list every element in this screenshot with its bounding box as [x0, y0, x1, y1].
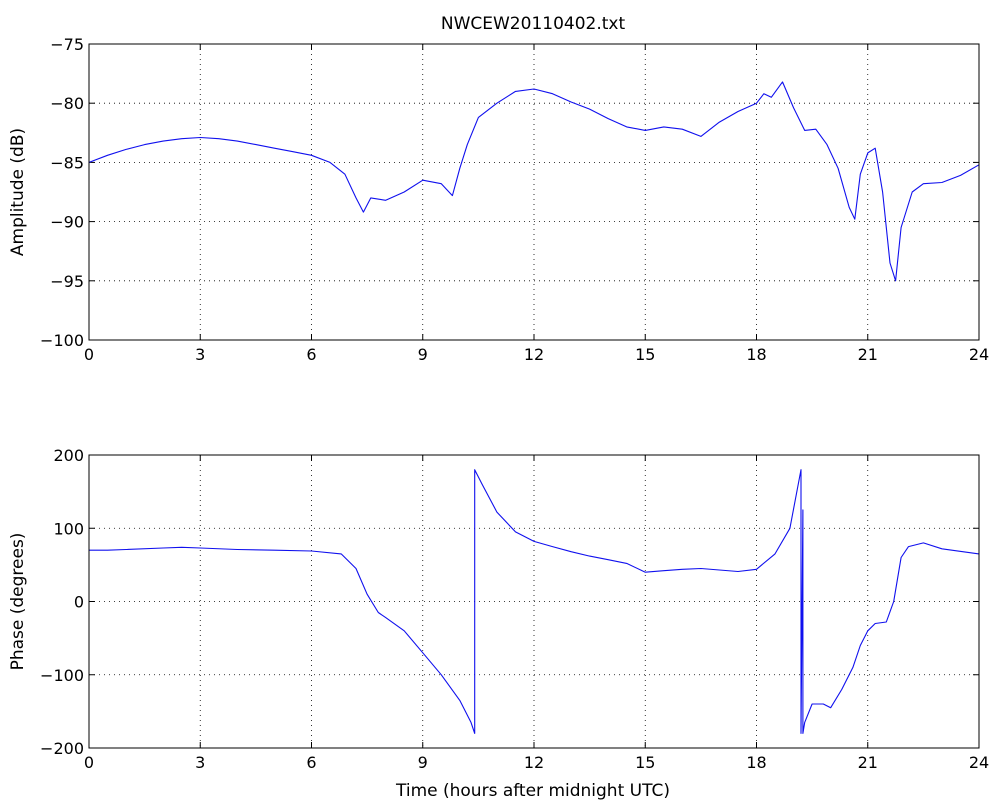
y-tick-label: −75 — [50, 35, 84, 54]
x-tick-label: 12 — [524, 753, 544, 772]
x-tick-label: 6 — [306, 345, 316, 364]
y-tick-label: −80 — [50, 94, 84, 113]
y-tick-label: −100 — [40, 666, 84, 685]
y-tick-label: 200 — [53, 446, 84, 465]
x-tick-label: 18 — [746, 753, 766, 772]
series-line-0 — [89, 469, 980, 734]
x-tick-label: 3 — [195, 753, 205, 772]
x-tick-label: 18 — [746, 345, 766, 364]
y-tick-label: −95 — [50, 272, 84, 291]
chart-title: NWCEW20110402.txt — [441, 14, 626, 34]
y-axis-label: Amplitude (dB) — [8, 128, 28, 256]
x-tick-label: 9 — [418, 753, 428, 772]
series-line-0 — [88, 81, 980, 282]
axes-frame — [88, 43, 980, 341]
x-tick-label: 0 — [84, 345, 94, 364]
y-tick-label: 100 — [53, 519, 84, 538]
x-tick-label: 3 — [195, 345, 205, 364]
y-tick-label: 0 — [74, 593, 84, 612]
axes-frame — [88, 454, 980, 749]
x-tick-label: 21 — [858, 753, 878, 772]
x-tick-label: 9 — [418, 345, 428, 364]
x-tick-label: 15 — [635, 753, 655, 772]
phase-plot: 0 3 6 9 12 15 18 21 24 200 100 0 −100 −200 Phase (degr… — [8, 446, 989, 801]
y-tick-label: −85 — [50, 153, 84, 172]
x-tick-label: 24 — [969, 345, 989, 364]
x-tick-label: 0 — [84, 753, 94, 772]
x-axis-label: Time (hours after midnight UTC) — [395, 781, 670, 801]
y-axis-label: Phase (degrees) — [8, 533, 28, 671]
y-tick-label: −100 — [40, 331, 84, 350]
x-tick-label: 12 — [524, 345, 544, 364]
x-tick-label: 21 — [858, 345, 878, 364]
y-tick-label: −90 — [50, 213, 84, 232]
x-tick-label: 24 — [969, 753, 989, 772]
x-tick-label: 15 — [635, 345, 655, 364]
x-tick-label: 6 — [306, 753, 316, 772]
y-tick-label: −200 — [40, 739, 84, 758]
amplitude-plot: 0 3 6 9 12 15 18 21 24 −75 −80 −85 −90 −95 −100 Amplitu… — [8, 35, 989, 364]
